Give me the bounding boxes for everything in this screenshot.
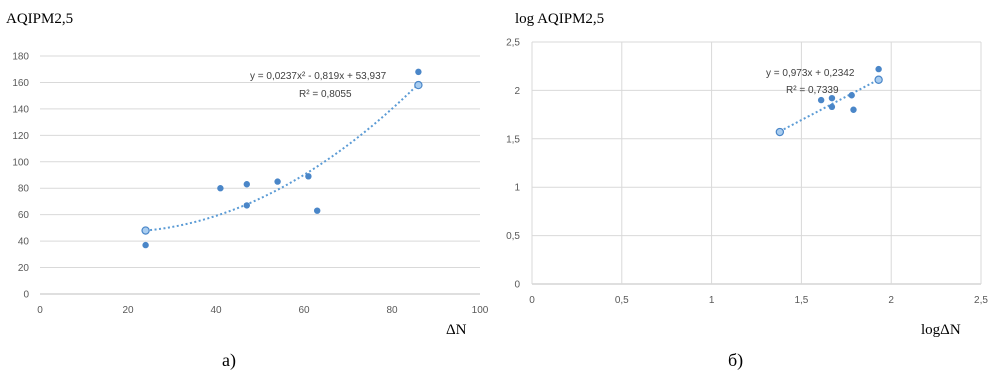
chart-a-ytick-label: 0 bbox=[23, 290, 29, 301]
chart-a-trendline bbox=[145, 83, 420, 232]
chart-a-xtick-label: 80 bbox=[386, 305, 398, 316]
chart-b-xlabel: logΔN bbox=[921, 322, 961, 338]
chart-b-point bbox=[874, 75, 883, 84]
chart-a-ytick-label: 60 bbox=[18, 210, 30, 221]
chart-b-ytick-label: 0,5 bbox=[506, 231, 520, 242]
chart-a-r2: R² = 0,8055 bbox=[299, 89, 352, 100]
chart-a-ytick-label: 180 bbox=[12, 52, 29, 63]
chart-b-point bbox=[850, 106, 857, 113]
chart-b: log AQIPM2,5 0 0,5 1 1,5 2 2,5 0 0,5 1 1,5 2 2,5 y … bbox=[506, 11, 988, 371]
chart-a-tick-labels: 0 20 40 60 80 100 120 140 160 180 0 20 40 60 80 100 bbox=[12, 52, 488, 317]
chart-b-title: log AQIPM2,5 bbox=[515, 11, 604, 27]
chart-b-xtick-label: 0 bbox=[529, 295, 535, 306]
chart-a-point bbox=[305, 173, 312, 180]
chart-a-point bbox=[415, 68, 422, 76]
chart-b-xtick-label: 1,5 bbox=[794, 295, 808, 306]
chart-a: AQIPM2,5 0 20 40 60 80 100 120 140 160 180 0 20 40 60… bbox=[6, 11, 489, 371]
chart-a-xtick-label: 40 bbox=[210, 305, 222, 316]
chart-a-xtick-label: 60 bbox=[298, 305, 310, 316]
chart-a-point bbox=[314, 207, 321, 214]
chart-b-xtick-label: 2 bbox=[888, 295, 894, 306]
chart-a-point bbox=[414, 80, 423, 90]
chart-a-xtick-label: 20 bbox=[122, 305, 134, 316]
chart-b-ytick-label: 2 bbox=[514, 86, 520, 97]
chart-b-tick-labels: 0 0,5 1 1,5 2 2,5 0 0,5 1 1,5 2 2,5 bbox=[506, 38, 988, 307]
chart-a-gridlines bbox=[40, 55, 480, 295]
chart-b-ytick-label: 1 bbox=[514, 183, 520, 194]
chart-a-ytick-label: 140 bbox=[12, 104, 29, 115]
chart-a-ytick-label: 40 bbox=[18, 237, 30, 248]
chart-a-point bbox=[243, 202, 250, 209]
chart-b-ytick-label: 0 bbox=[514, 280, 520, 291]
chart-a-point bbox=[243, 181, 250, 188]
chart-a-point bbox=[141, 226, 150, 235]
chart-b-r2: R² = 0,7339 bbox=[786, 85, 839, 96]
chart-b-xtick-label: 2,5 bbox=[974, 295, 988, 306]
chart-b-point bbox=[848, 92, 855, 99]
chart-b-point bbox=[775, 127, 785, 137]
chart-a-point bbox=[142, 241, 149, 249]
chart-a-ytick-label: 80 bbox=[18, 184, 30, 195]
chart-b-point bbox=[828, 94, 836, 102]
chart-b-gridlines bbox=[531, 41, 982, 285]
chart-a-ytick-label: 160 bbox=[12, 78, 29, 89]
chart-a-equation: y = 0,0237x² - 0,819x + 53,937 bbox=[250, 71, 387, 82]
chart-b-xtick-label: 1 bbox=[709, 295, 715, 306]
chart-a-xlabel: ΔN bbox=[446, 322, 467, 338]
chart-b-point bbox=[875, 65, 882, 73]
chart-b-ytick-label: 2,5 bbox=[506, 38, 520, 49]
chart-b-points bbox=[775, 65, 883, 137]
chart-a-ytick-label: 20 bbox=[18, 263, 30, 274]
chart-b-point bbox=[828, 103, 836, 111]
chart-a-caption: а) bbox=[222, 350, 236, 371]
chart-a-ytick-label: 100 bbox=[12, 157, 29, 168]
chart-b-xtick-label: 0,5 bbox=[615, 295, 629, 306]
chart-a-point bbox=[217, 185, 224, 192]
chart-b-point bbox=[817, 96, 825, 104]
chart-a-ytick-label: 120 bbox=[12, 131, 29, 142]
chart-b-caption: б) bbox=[728, 350, 743, 371]
chart-b-equation: y = 0,973x + 0,2342 bbox=[766, 68, 855, 79]
chart-a-point bbox=[274, 178, 281, 185]
chart-a-title: AQIPM2,5 bbox=[6, 11, 73, 27]
chart-a-points bbox=[141, 68, 423, 249]
chart-b-ytick-label: 1,5 bbox=[506, 134, 520, 145]
chart-a-xtick-label: 0 bbox=[37, 305, 43, 316]
chart-a-xtick-label: 100 bbox=[472, 305, 489, 316]
